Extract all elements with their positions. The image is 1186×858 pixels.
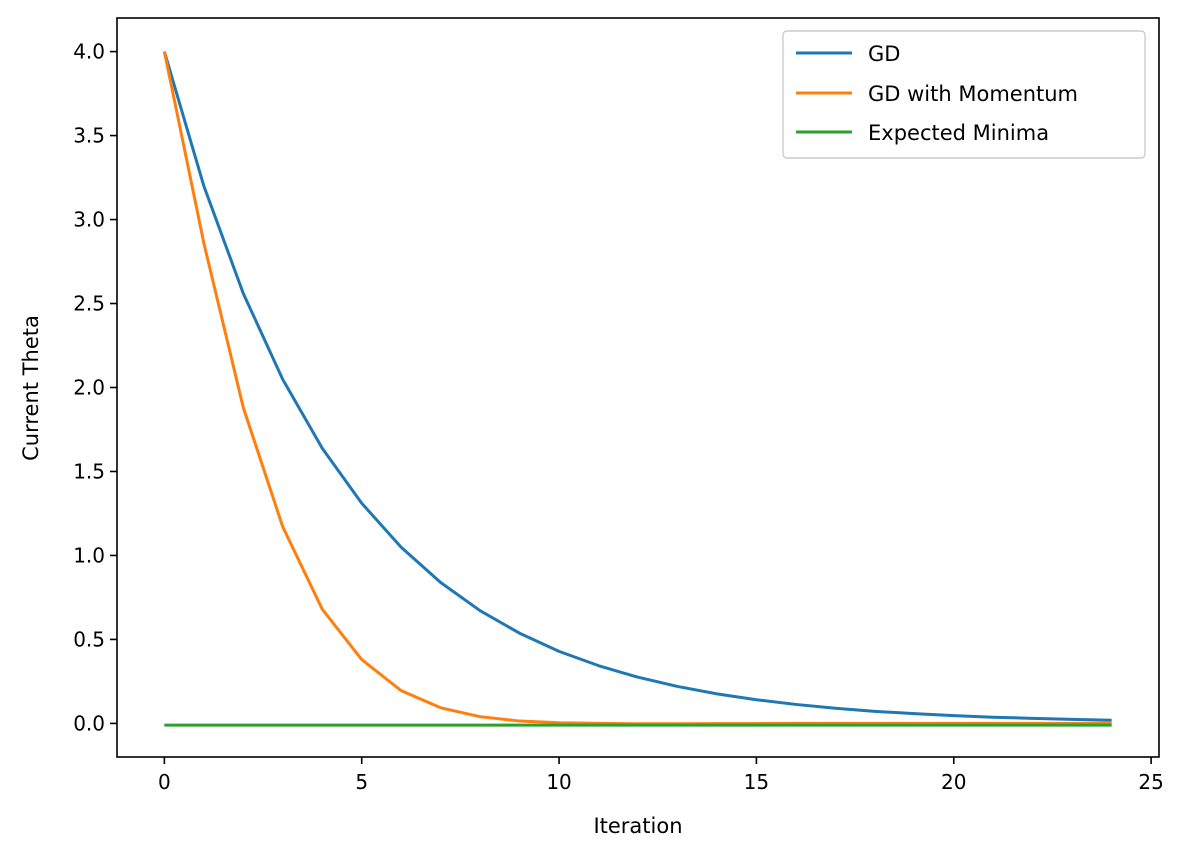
y-tick-label: 3.0: [73, 208, 105, 232]
legend: GD GD with Momentum Expected Minima: [782, 30, 1146, 159]
x-tick-label: 0: [158, 770, 171, 794]
x-tick-label: 5: [355, 770, 368, 794]
series-layer: [162, 51, 1112, 727]
y-tick-label: 2.5: [73, 292, 105, 316]
y-tick-label: 2.0: [73, 376, 105, 400]
y-tick-label: 4.0: [73, 40, 105, 64]
y-axis: 0.0 0.5 1.0 1.5 2.0 2.5 3.0 3.5 4.0: [73, 40, 117, 735]
y-tick-label: 1.0: [73, 543, 105, 567]
x-axis: 0 5 10 15 20 25: [158, 757, 1164, 794]
legend-box: [782, 30, 1146, 159]
x-tick-label: 20: [941, 770, 966, 794]
legend-label-expected: Expected Minima: [868, 121, 1049, 145]
gd-line: [162, 51, 1112, 722]
legend-label-gd: GD: [868, 42, 900, 66]
legend-label-momentum: GD with Momentum: [868, 82, 1078, 106]
x-tick-label: 15: [744, 770, 769, 794]
y-tick-label: 0.5: [73, 627, 105, 651]
x-tick-label: 25: [1138, 770, 1163, 794]
y-tick-label: 0.0: [73, 711, 105, 735]
y-axis-title: Current Theta: [19, 315, 43, 461]
y-tick-label: 3.5: [73, 124, 105, 148]
y-tick-label: 1.5: [73, 459, 105, 483]
x-axis-title: Iteration: [593, 814, 682, 838]
x-tick-label: 10: [546, 770, 571, 794]
